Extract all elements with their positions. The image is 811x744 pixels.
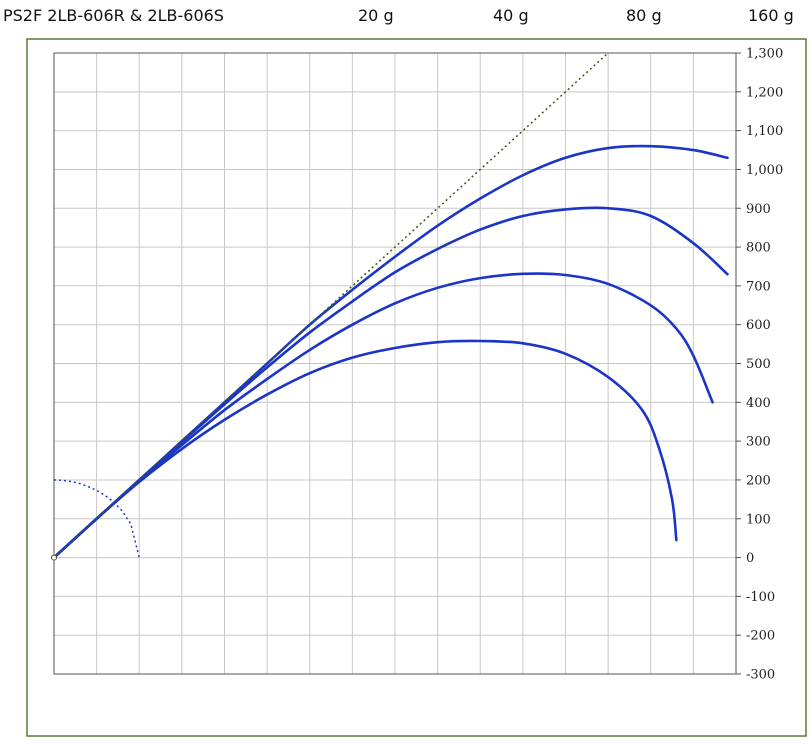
origin-marker [51,554,57,561]
y-tick-label: 400 [746,396,771,411]
load-label-20g: 20 g [358,6,394,25]
y-tick-label: 200 [746,473,771,488]
y-tick-label: 300 [746,435,771,450]
y-tick-label: 800 [746,241,771,256]
y-axis: 1,300 1,200 1,100 1,000 900 800 700 600 500 400 30… [736,47,783,683]
y-tick-label: 0 [746,551,754,566]
load-label-40g: 40 g [493,6,529,25]
load-label-80g: 80 g [626,6,662,25]
series-group [52,52,729,559]
y-tick-label: -100 [746,590,775,605]
chart-frame [26,38,807,737]
y-tick-label: 1,000 [746,163,783,178]
y-tick-label: -200 [746,629,775,644]
y-tick-label: 1,200 [746,85,783,100]
y-tick-label: 700 [746,279,771,294]
y-tick-label: 100 [746,512,771,527]
y-tick-label: 900 [746,202,771,217]
load-label-160g: 160 g [748,6,794,25]
y-tick-label: 1,300 [746,47,783,62]
y-tick-label: 600 [746,318,771,333]
y-tick-label: 500 [746,357,771,372]
chart-title: PS2F 2LB-606R & 2LB-606S [3,6,224,25]
series-line-40g [52,272,714,559]
series-line-20g [52,339,678,559]
y-tick-label: -300 [746,668,775,683]
y-tick-label: 1,100 [746,124,783,139]
